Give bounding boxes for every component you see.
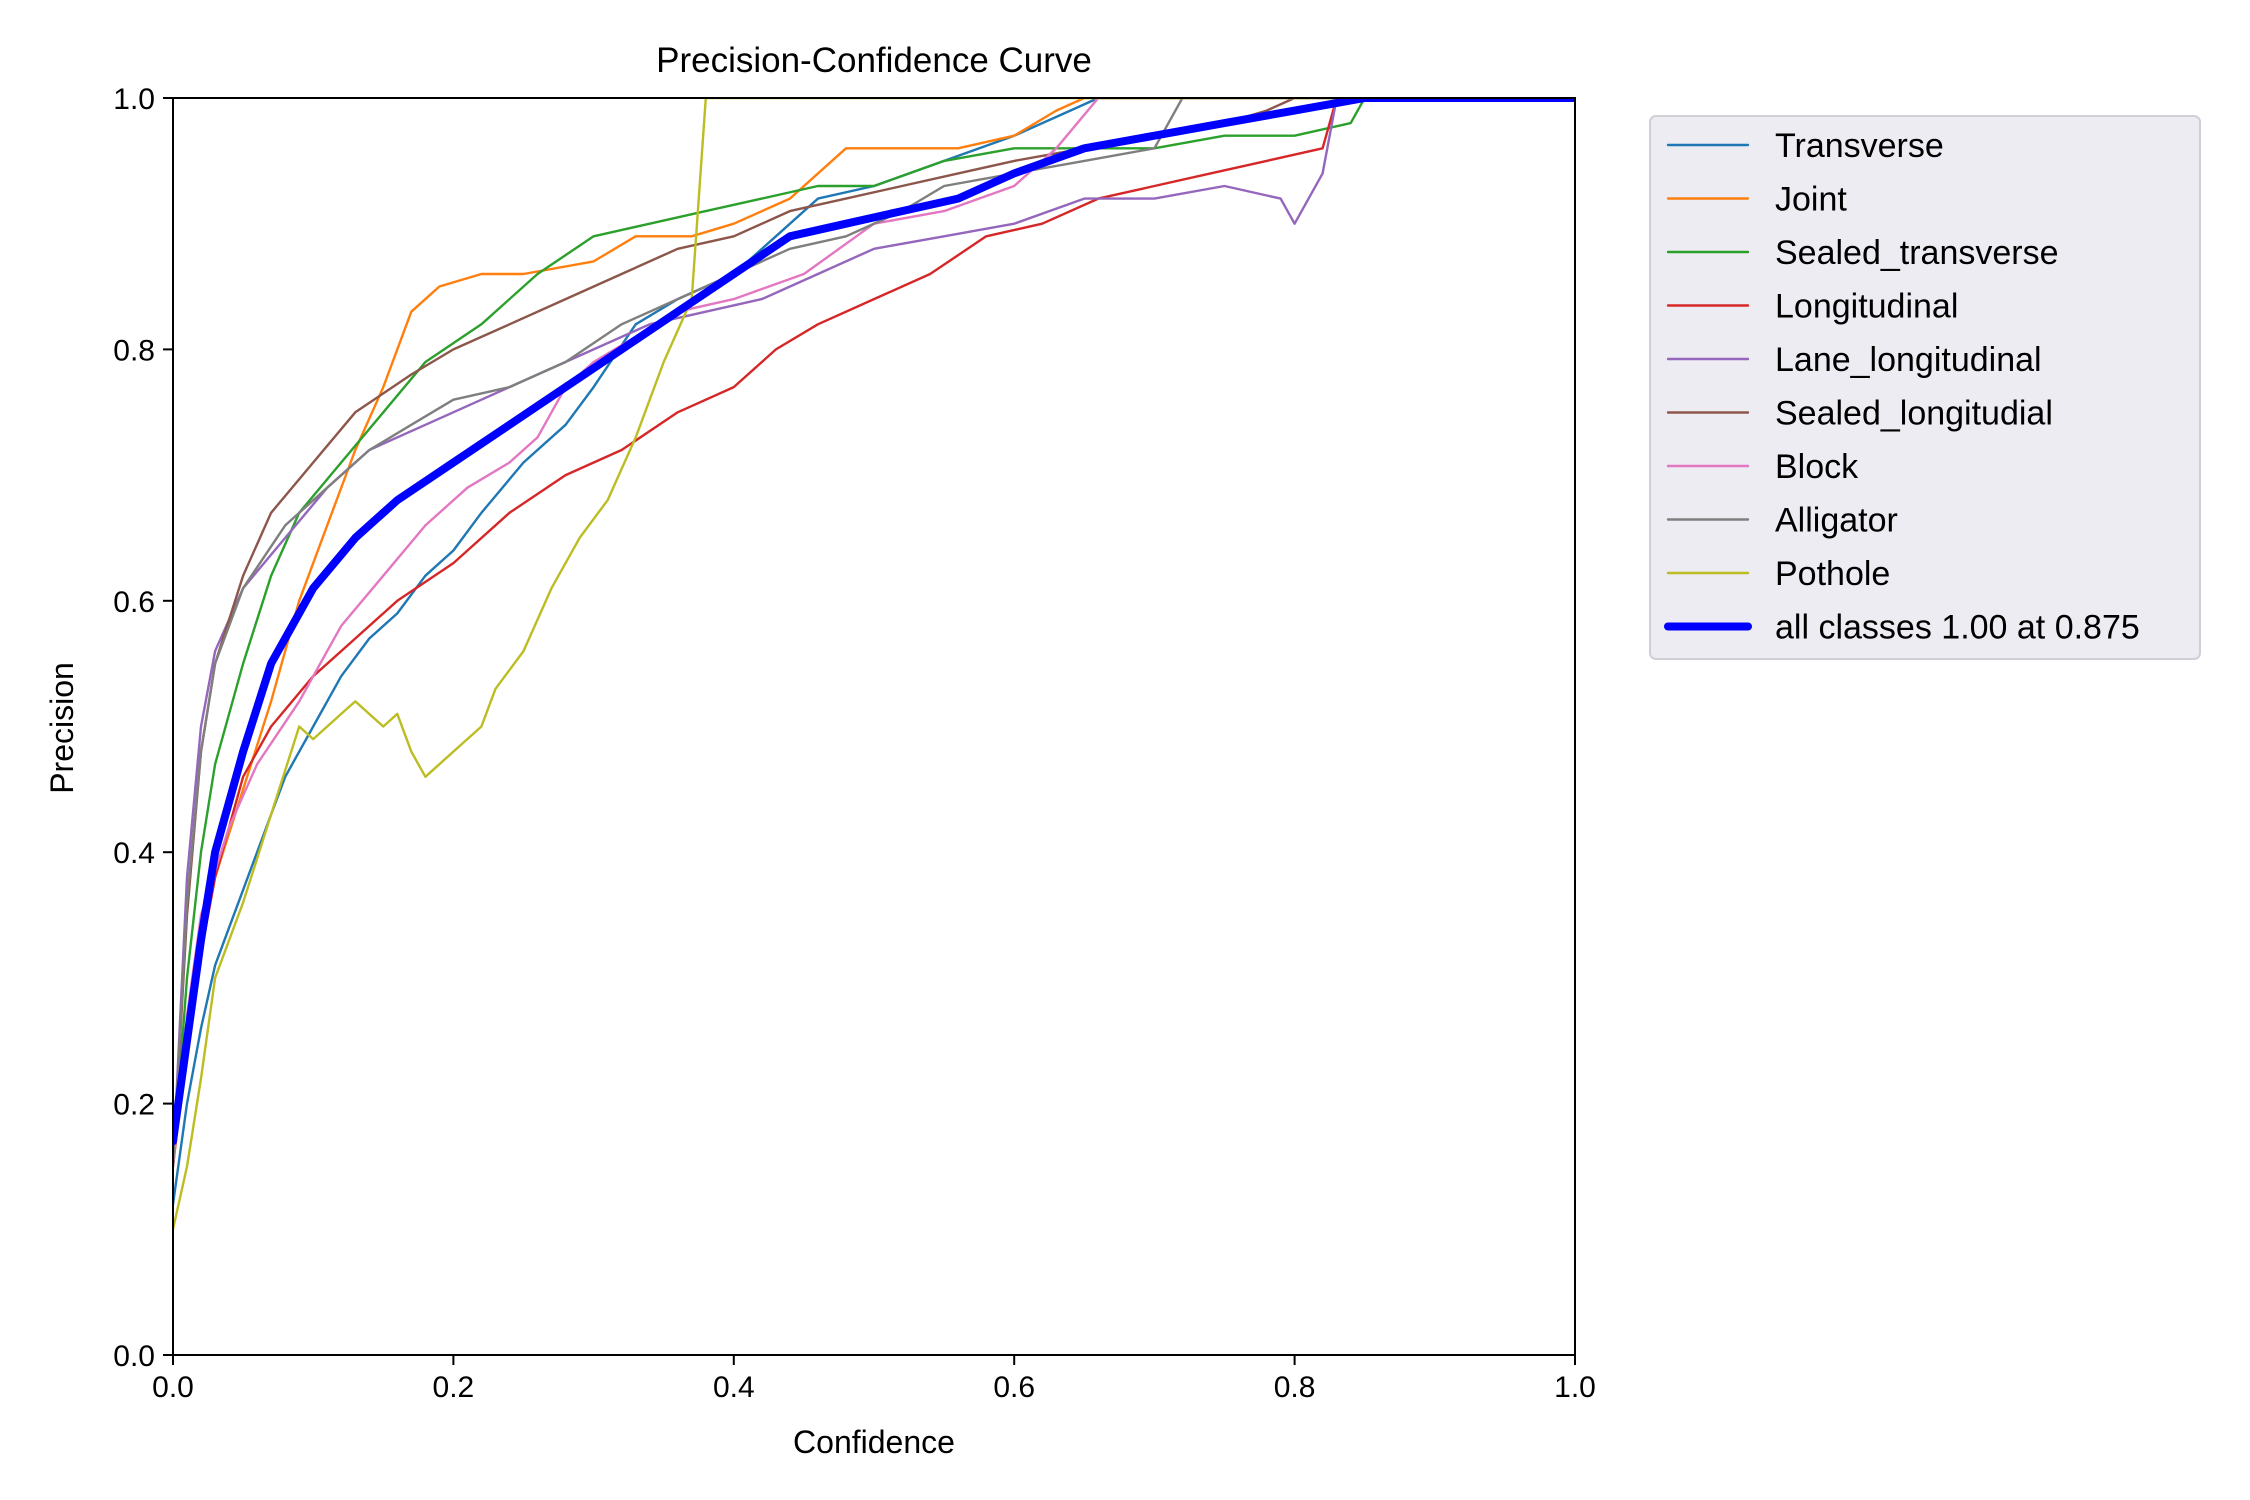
legend: Transverse Joint Sealed_transverse Longitud… <box>1649 115 2201 660</box>
legend-label-6: Block <box>1775 448 1859 486</box>
x-tick-label: 0.6 <box>993 1371 1035 1404</box>
series-line-7 <box>173 98 1575 1168</box>
y-tick-label: 0.6 <box>113 586 155 619</box>
x-tick-label: 0.2 <box>433 1371 475 1404</box>
axis-ticks: 0.0 0.2 0.4 0.6 0.8 1.0 0.0 0.2 0.4 0.6 0.8 1.0 <box>113 83 1596 1404</box>
legend-label-5: Sealed_longitudial <box>1775 395 2053 433</box>
legend-label-0: Transverse <box>1775 127 1944 165</box>
plot-frame <box>172 97 1576 1356</box>
legend-label-1: Joint <box>1775 181 1847 219</box>
series-line-2 <box>173 98 1575 1168</box>
series-line-4 <box>173 98 1575 1168</box>
legend-label-2: Sealed_transverse <box>1775 234 2059 272</box>
x-tick-label: 0.0 <box>152 1371 194 1404</box>
series-line-0 <box>173 98 1575 1206</box>
series-line-8 <box>173 98 1575 1231</box>
legend-box <box>1649 115 2201 660</box>
chart-title: Precision-Confidence Curve <box>656 41 1092 80</box>
y-tick-label: 0.8 <box>113 334 155 367</box>
x-tick-label: 0.4 <box>713 1371 755 1404</box>
series-line-9 <box>173 98 1575 1146</box>
y-tick-label: 0.4 <box>113 837 155 870</box>
legend-label-3: Longitudinal <box>1775 288 1958 326</box>
y-axis-title: Precision <box>44 662 80 794</box>
legend-label-9: all classes 1.00 at 0.875 <box>1775 609 2140 647</box>
x-axis-title: Confidence <box>793 1424 955 1460</box>
series-line-3 <box>173 98 1575 1168</box>
legend-label-4: Lane_longitudinal <box>1775 341 2042 379</box>
y-tick-label: 1.0 <box>113 83 155 116</box>
y-tick-label: 0.0 <box>113 1340 155 1373</box>
legend-label-7: Alligator <box>1775 502 1898 540</box>
series-line-5 <box>173 98 1575 1168</box>
series-line-6 <box>173 98 1575 1168</box>
plot-area <box>173 98 1575 1231</box>
series-line-1 <box>173 98 1575 1168</box>
legend-label-8: Pothole <box>1775 555 1890 593</box>
x-tick-label: 0.8 <box>1274 1371 1316 1404</box>
x-tick-label: 1.0 <box>1554 1371 1596 1404</box>
y-tick-label: 0.2 <box>113 1089 155 1122</box>
